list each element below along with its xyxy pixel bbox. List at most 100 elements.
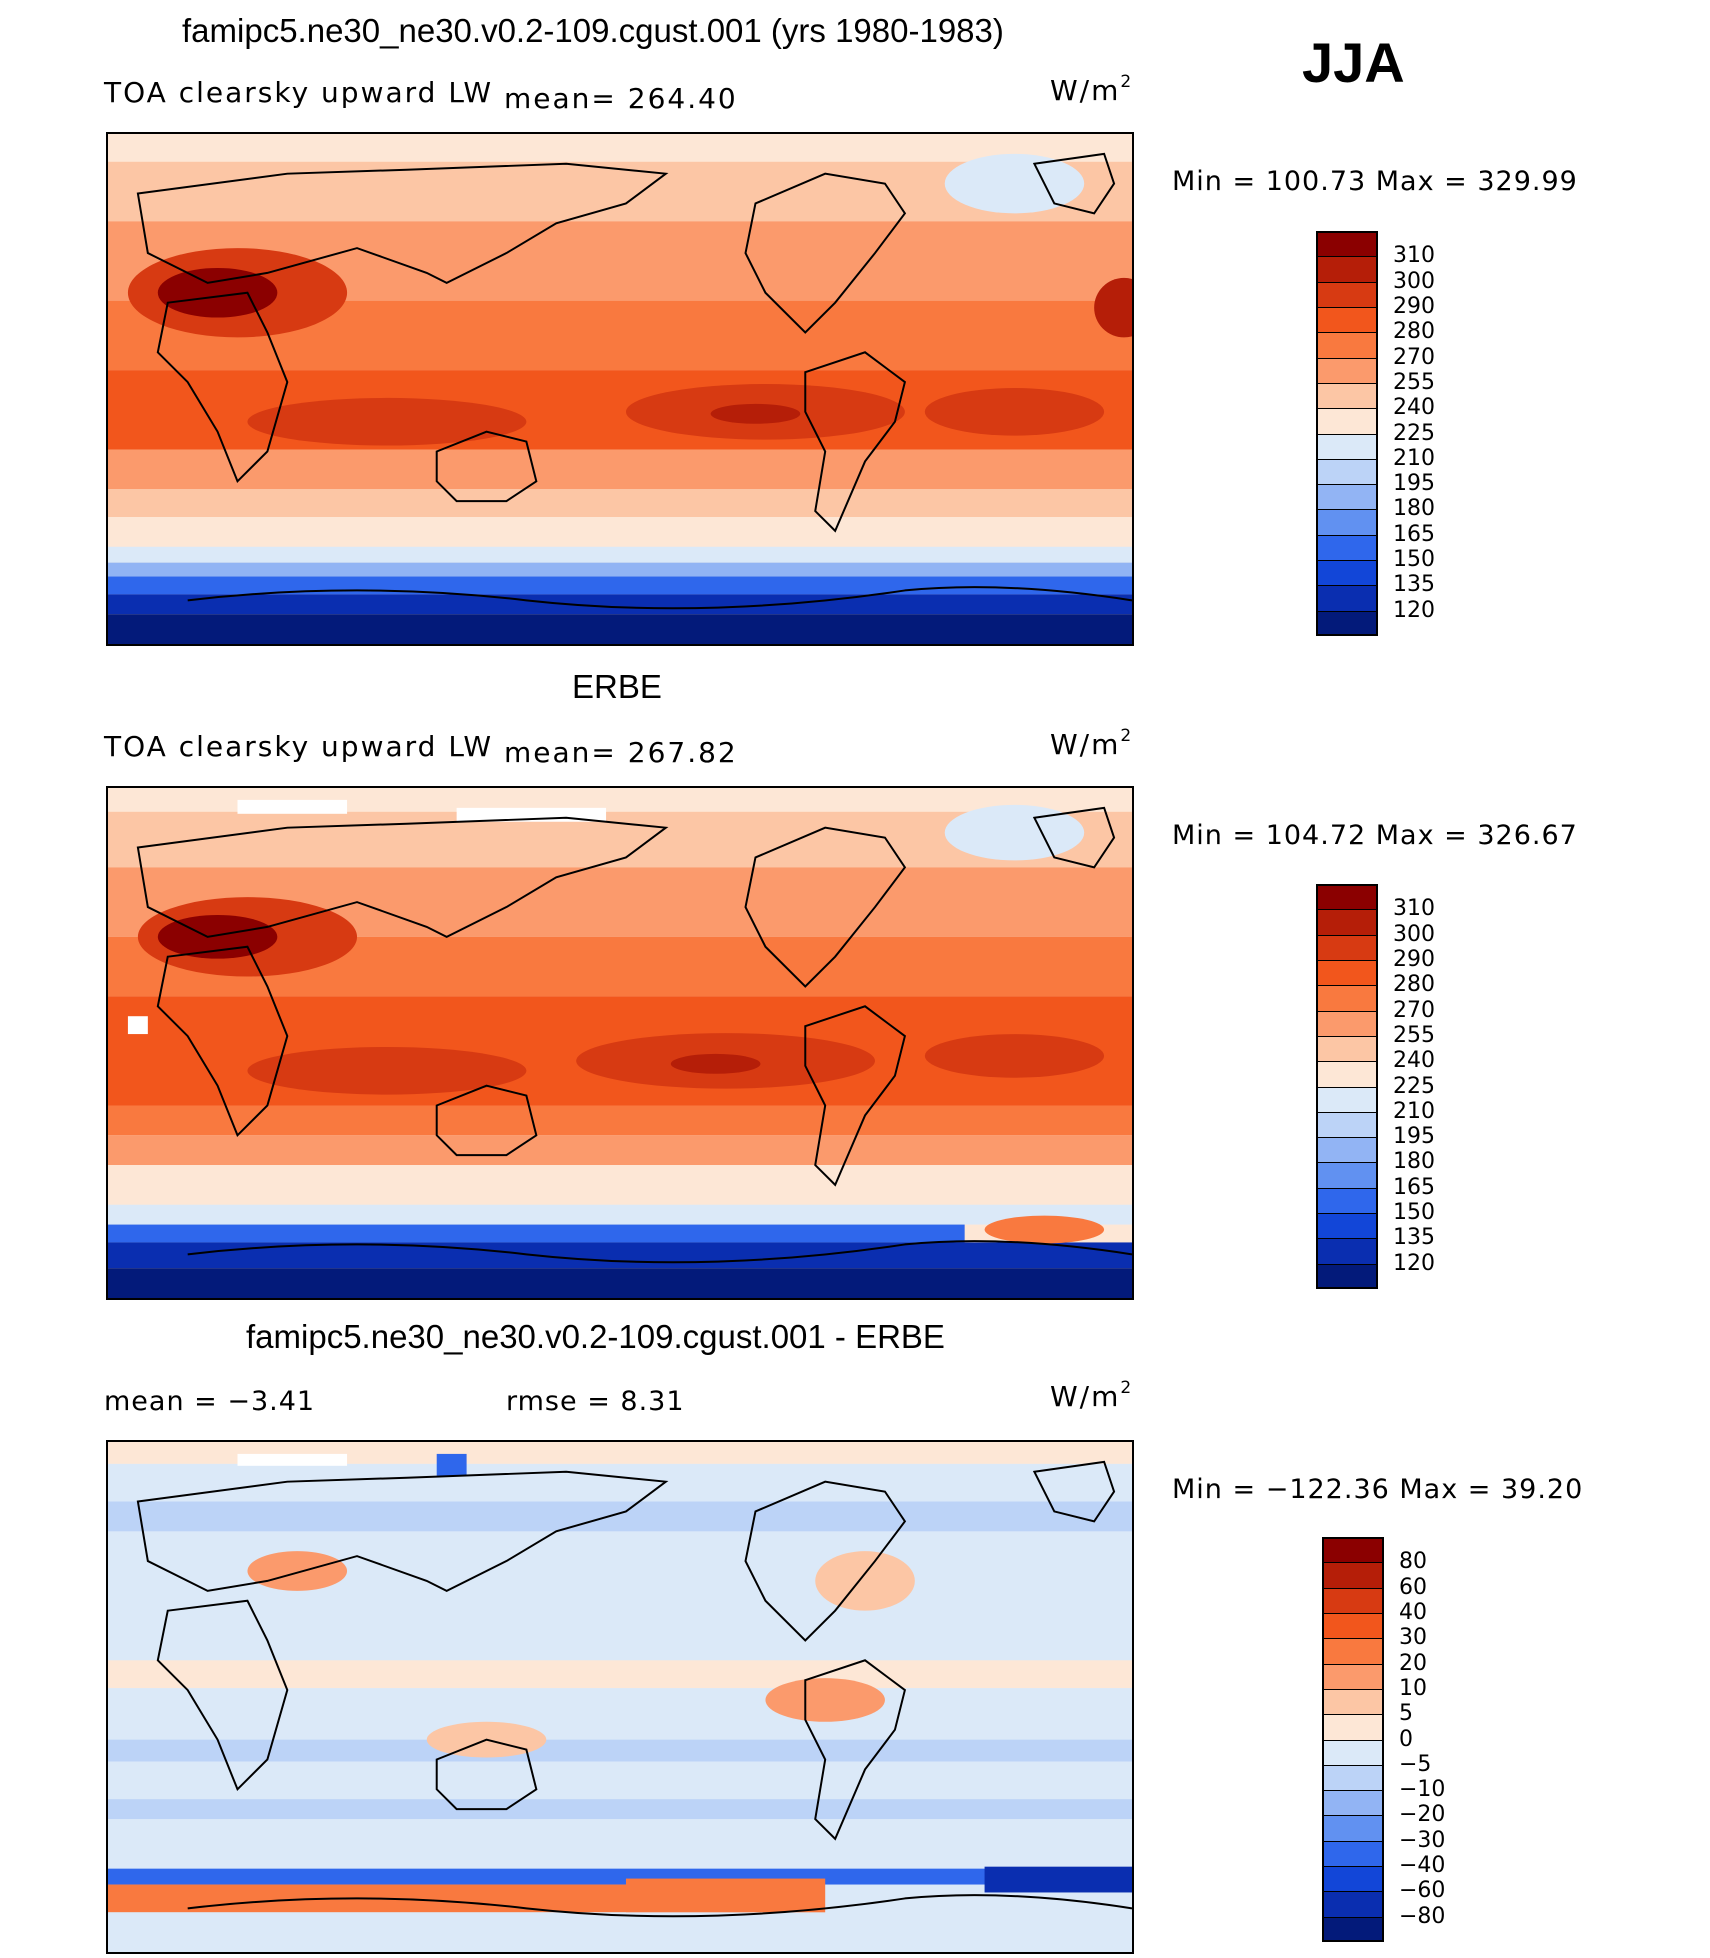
colorbar-swatch [1322, 1663, 1384, 1689]
map-panel-difference [106, 1440, 1134, 1954]
colorbar-level-label: 280 [1393, 319, 1435, 345]
panel-1-mean: mean= 264.40 [504, 82, 738, 115]
colorbar-swatch [1322, 1764, 1384, 1791]
colorbar-swatch [1316, 408, 1378, 434]
colorbar-swatch [1316, 458, 1378, 485]
colorbar-level-label: 290 [1393, 293, 1435, 319]
colorbar-level-label: 255 [1393, 1022, 1435, 1048]
colorbar-level-label: −5 [1399, 1751, 1432, 1777]
colorbar-swatch [1322, 1638, 1384, 1664]
colorbar-model: 310 300 290 280 270 255 240 225 210 195 180 165 150 1… [1316, 231, 1435, 636]
colorbar-level-label: 180 [1393, 1149, 1435, 1175]
colorbar-swatch [1322, 1790, 1384, 1816]
colorbar-swatch [1316, 256, 1378, 282]
colorbar-level-label: −60 [1399, 1878, 1446, 1904]
colorbar-level-label: 290 [1393, 946, 1435, 972]
colorbar-swatch [1316, 560, 1378, 586]
colorbar-swatch [1316, 1061, 1378, 1087]
colorbar-swatch [1316, 1187, 1378, 1214]
panel-3-mean: mean = −3.41 [104, 1386, 316, 1417]
panel-1-units: W/m2 [1050, 71, 1134, 107]
colorbar-level-label: 165 [1393, 521, 1435, 547]
colorbar-swatch [1322, 1916, 1384, 1942]
colorbar-level-label: 10 [1399, 1675, 1427, 1701]
panel-3-title: famipc5.ne30_ne30.v0.2-109.cgust.001 - E… [246, 1318, 945, 1355]
colorbar-swatch [1316, 306, 1378, 333]
colorbar-swatch [1322, 1815, 1384, 1841]
colorbar-difference: 80 60 40 30 20 10 5 0 −5 −10 −20 −30 −40 −60 −80 [1322, 1537, 1445, 1942]
colorbar-level-label: 135 [1393, 1225, 1435, 1251]
colorbar-level-label: 180 [1393, 496, 1435, 522]
colorbar-swatch [1316, 382, 1378, 409]
colorbar-level-label: 40 [1399, 1599, 1427, 1625]
colorbar-level-label: 270 [1393, 344, 1435, 370]
colorbar-level-label: 310 [1393, 243, 1435, 269]
colorbar-level-label: 270 [1393, 997, 1435, 1023]
colorbar-swatch [1316, 332, 1378, 358]
colorbar-level-label: 300 [1393, 921, 1435, 947]
colorbar-level-label: −10 [1399, 1777, 1446, 1803]
colorbar-swatch [1322, 1562, 1384, 1588]
colorbar-swatch [1316, 1010, 1378, 1036]
colorbar-frame [1322, 1537, 1384, 1942]
panel-1-variable-label: TOA clearsky upward LW [104, 76, 494, 109]
panel-2-units: W/m2 [1050, 725, 1134, 761]
panel-3-rmse: rmse = 8.31 [506, 1386, 685, 1417]
panel-1-minmax: Min = 100.73 Max = 329.99 [1172, 166, 1578, 197]
colorbar-swatch [1316, 585, 1378, 611]
colorbar-swatch [1322, 1612, 1384, 1639]
season-label: JJA [1302, 31, 1405, 94]
colorbar-level-label: 150 [1393, 1200, 1435, 1226]
colorbar-swatch [1322, 1891, 1384, 1917]
colorbar-erbe: 310 300 290 280 270 255 240 225 210 195 180 165 150 1… [1316, 884, 1435, 1289]
colorbar-swatch [1316, 357, 1378, 383]
panel-2-title: ERBE [572, 668, 662, 705]
colorbar-level-label: 255 [1393, 369, 1435, 395]
colorbar-swatch [1322, 1866, 1384, 1892]
panel-3-minmax: Min = −122.36 Max = 39.20 [1172, 1474, 1584, 1505]
colorbar-level-label: 120 [1393, 597, 1435, 623]
panel-2-variable-label: TOA clearsky upward LW [104, 730, 494, 763]
colorbar-swatch [1322, 1714, 1384, 1740]
colorbar-swatch [1316, 281, 1378, 307]
map-panel-model [106, 132, 1134, 646]
colorbar-level-label: 5 [1399, 1701, 1413, 1727]
colorbar-swatch [1316, 1086, 1378, 1112]
colorbar-level-label: −40 [1399, 1853, 1446, 1879]
colorbar-level-label: 0 [1399, 1726, 1413, 1752]
colorbar-swatch [1316, 909, 1378, 935]
colorbar-swatch [1316, 610, 1378, 636]
panel-1-title: famipc5.ne30_ne30.v0.2-109.cgust.001 (yr… [182, 12, 1004, 49]
panel-2-minmax: Min = 104.72 Max = 326.67 [1172, 820, 1578, 851]
colorbar-level-label: 30 [1399, 1625, 1427, 1651]
colorbar-swatch [1316, 1137, 1378, 1163]
colorbar-swatch [1322, 1587, 1384, 1613]
colorbar-level-label: 60 [1399, 1574, 1427, 1600]
colorbar-frame [1316, 231, 1378, 636]
colorbar-swatch [1316, 484, 1378, 510]
colorbar-level-label: 240 [1393, 1048, 1435, 1074]
colorbar-level-label: 310 [1393, 896, 1435, 922]
colorbar-swatch [1316, 1111, 1378, 1138]
colorbar-level-label: 210 [1393, 445, 1435, 471]
colorbar-level-label: 135 [1393, 572, 1435, 598]
colorbar-level-label: 225 [1393, 1073, 1435, 1099]
colorbar-swatch [1316, 934, 1378, 960]
colorbar-level-label: 300 [1393, 268, 1435, 294]
colorbar-swatch [1316, 534, 1378, 561]
colorbar-swatch [1316, 1035, 1378, 1062]
panel-3-units: W/m2 [1050, 1377, 1134, 1413]
colorbar-level-label: 195 [1393, 471, 1435, 497]
colorbar-swatch [1316, 959, 1378, 986]
colorbar-level-label: 280 [1393, 972, 1435, 998]
colorbar-swatch [1316, 1238, 1378, 1264]
colorbar-swatch [1316, 1213, 1378, 1239]
colorbar-swatch [1316, 509, 1378, 535]
colorbar-swatch [1322, 1739, 1384, 1765]
colorbar-level-label: 20 [1399, 1650, 1427, 1676]
colorbar-swatch [1316, 1263, 1378, 1289]
colorbar-level-label: 210 [1393, 1098, 1435, 1124]
colorbar-level-label: 120 [1393, 1250, 1435, 1276]
colorbar-frame [1316, 884, 1378, 1289]
map-panel-erbe [106, 786, 1134, 1300]
